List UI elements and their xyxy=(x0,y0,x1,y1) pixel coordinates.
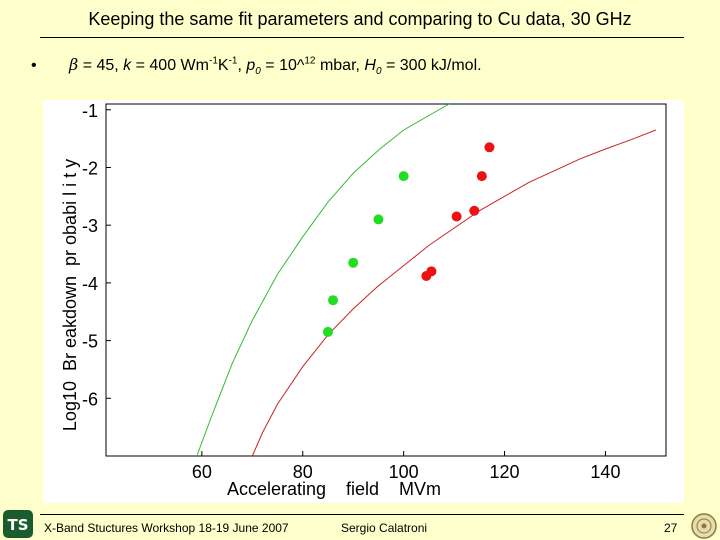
title-divider xyxy=(40,37,684,38)
data-point-1-5 xyxy=(421,270,432,281)
data-point-1-3 xyxy=(451,211,462,222)
logo-text: TS xyxy=(7,516,28,534)
p-unit: mbar, xyxy=(315,57,365,74)
footer-workshop: X-Band Stuctures Workshop 18-19 June 200… xyxy=(44,521,289,535)
plot-panel: 60 80 100 120 140 -1 -2 -3 -4 -5 -6 Accelerating fi… xyxy=(43,100,684,503)
h-subscript: 0 xyxy=(375,66,382,78)
x-tick-label-2: 100 xyxy=(389,462,419,482)
y-axis-label: Log10 Br eakdown pr obabi l i t y xyxy=(60,159,80,431)
data-point-1-2 xyxy=(469,205,480,216)
cern-seal-icon xyxy=(691,513,717,539)
beta-value: = 45, xyxy=(78,57,124,74)
data-point-0-4 xyxy=(322,326,333,337)
data-point-1-1 xyxy=(476,171,487,182)
k-symbol: k xyxy=(123,57,132,74)
x-tick-label-4: 140 xyxy=(590,462,620,482)
p-symbol: p xyxy=(246,57,256,74)
k-value: = 400 Wm xyxy=(131,57,209,74)
fit-parameters-line: • β = 45, k = 400 Wm-1K-1, p0 = 10^12 mba… xyxy=(31,55,482,77)
breakdown-probability-chart: 60 80 100 120 140 -1 -2 -3 -4 -5 -6 Accelerating fi… xyxy=(60,101,667,499)
y-tick-label-0: -1 xyxy=(82,101,98,121)
k-exponent-2: -1 xyxy=(228,55,238,67)
y-tick-label-2: -3 xyxy=(82,216,98,236)
h-value: = 300 kJ/mol. xyxy=(381,57,482,74)
k-unit-k: K xyxy=(217,57,229,74)
x-tick-label-0: 60 xyxy=(192,462,212,482)
beta-symbol: β xyxy=(69,55,79,74)
footer-author: Sergio Calatroni xyxy=(341,521,428,535)
x-axis-label: Accelerating field MVm xyxy=(227,479,441,499)
footer-divider xyxy=(40,514,684,515)
plot-frame xyxy=(105,103,667,457)
p-value: = 10^ xyxy=(260,57,305,74)
h-symbol: H xyxy=(364,57,376,74)
data-point-0-1 xyxy=(373,214,384,225)
y-tick-label-3: -4 xyxy=(82,274,98,294)
bullet-marker: • xyxy=(31,57,37,74)
x-tick-label-1: 80 xyxy=(293,462,313,482)
data-point-0-0 xyxy=(398,171,409,182)
fit-curve-3 xyxy=(251,129,657,457)
fit-curve-2 xyxy=(196,103,450,457)
y-tick-label-4: -5 xyxy=(82,332,98,352)
y-tick-label-5: -6 xyxy=(82,389,98,409)
x-tick-label-3: 120 xyxy=(490,462,520,482)
k-separator: , xyxy=(237,57,247,74)
data-point-0-3 xyxy=(328,295,339,306)
page-number: 27 xyxy=(664,521,678,535)
k-exponent-1: -1 xyxy=(208,55,218,67)
slide-title: Keeping the same fit parameters and comp… xyxy=(88,9,632,29)
p-subscript: 0 xyxy=(255,66,261,78)
ts-logo: TS xyxy=(3,510,33,538)
p-exponent: 12 xyxy=(304,55,316,67)
data-point-1-0 xyxy=(484,142,495,153)
data-point-0-2 xyxy=(348,257,359,268)
y-tick-label-1: -2 xyxy=(82,158,98,178)
